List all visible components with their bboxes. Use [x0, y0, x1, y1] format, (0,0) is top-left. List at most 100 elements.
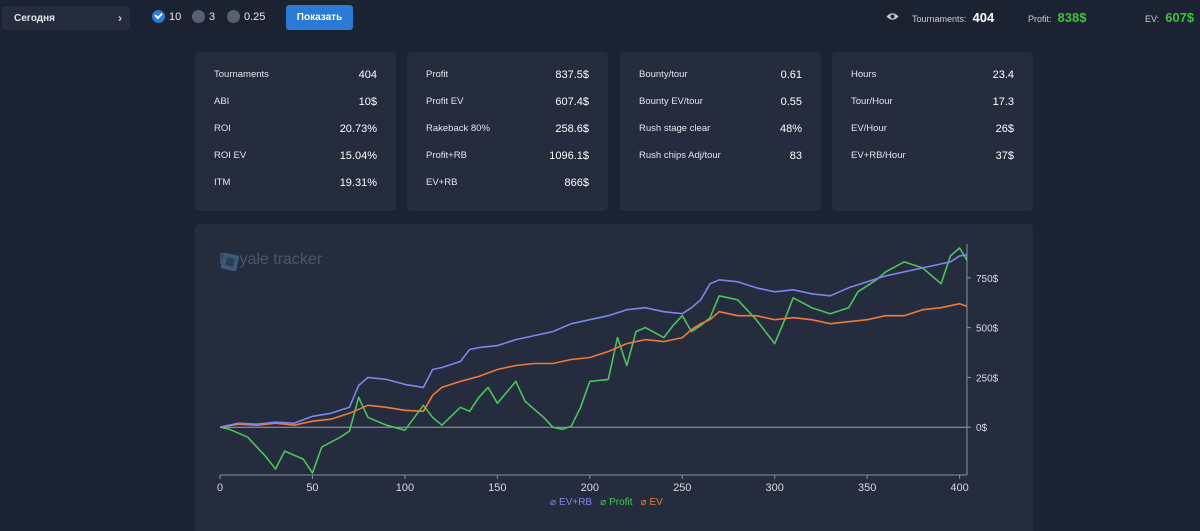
- stat-value: 837.5$: [555, 69, 589, 81]
- header-ev-label: EV:: [1145, 14, 1160, 24]
- stats-card-profit: Profit 837.5$ Profit EV 607.4$ Rakeback 80…: [407, 52, 608, 211]
- stat-value: 10$: [358, 96, 377, 108]
- stat-row: ABI 10$: [214, 96, 377, 123]
- legend-item-ev[interactable]: ⌀ EV: [640, 497, 663, 508]
- legend-label: EV: [649, 497, 663, 508]
- header-tournaments-value: 404: [972, 10, 995, 25]
- x-tick-label: 100: [396, 482, 414, 494]
- stat-label: Rush chips Adj/tour: [639, 150, 721, 161]
- stat-row: Bounty/tour 0.61: [639, 69, 802, 96]
- stat-value: 0.55: [780, 96, 802, 108]
- royale-tracker-logo-icon: [220, 252, 240, 272]
- x-tick-label: 150: [488, 482, 506, 494]
- stake-label: 0.25: [244, 10, 266, 23]
- chart-legend: ⌀ EV+RB ⌀ Profit ⌀ EV: [550, 497, 663, 508]
- legend-label: EV+RB: [559, 497, 593, 508]
- stat-value: 15.04%: [339, 150, 377, 162]
- legend-item-profit[interactable]: ⌀ Profit: [600, 497, 633, 508]
- stat-label: Rakeback 80%: [426, 123, 490, 134]
- x-tick-label: 50: [306, 482, 318, 494]
- series-line-profit: [219, 247, 968, 474]
- header-profit-value: 838$: [1057, 10, 1087, 25]
- eye-icon[interactable]: [886, 12, 899, 21]
- stake-label: 3: [209, 10, 216, 23]
- stat-label: Profit: [426, 69, 449, 80]
- stat-value: 0.61: [780, 69, 802, 81]
- stake-label: 10: [169, 10, 182, 23]
- stat-value: 1096.1$: [549, 150, 589, 162]
- series-line-ev-rb: [219, 254, 968, 428]
- stat-row: Profit EV 607.4$: [426, 96, 589, 123]
- stat-value: 23.4: [992, 69, 1014, 81]
- stat-row: EV+RB 866$: [426, 177, 589, 204]
- stat-value: 258.6$: [555, 123, 589, 135]
- y-tick-label: 750$: [976, 274, 999, 285]
- header-profit-label: Profit:: [1028, 14, 1052, 24]
- stat-label: ITM: [214, 177, 231, 188]
- stat-label: Tournaments: [214, 69, 269, 80]
- stat-label: EV+RB/Hour: [851, 150, 906, 161]
- period-selector[interactable]: Сегодня ›: [2, 6, 130, 30]
- header-ev: EV: 607$: [1145, 10, 1194, 25]
- stat-row: Rakeback 80% 258.6$: [426, 123, 589, 150]
- stat-row: Profit 837.5$: [426, 69, 589, 96]
- legend-item-ev-rb[interactable]: ⌀ EV+RB: [550, 497, 593, 508]
- stat-row: Rush chips Adj/tour 83: [639, 150, 802, 177]
- line-chart: 0 50 100 150 200 250 300 350 400 0$ 250$ 500$ 750$: [217, 244, 999, 494]
- y-tick-label: 0$: [976, 423, 988, 434]
- profit-chart-panel: Royale tracker 0 50 100 150 200 250 300 350 400 0…: [195, 224, 1033, 531]
- period-label: Сегодня: [14, 12, 56, 24]
- stat-row: Profit+RB 1096.1$: [426, 150, 589, 177]
- stat-value: 48%: [779, 123, 802, 135]
- stat-value: 20.73%: [339, 123, 377, 135]
- series-line-ev: [219, 302, 968, 428]
- stake-checkbox-0-25[interactable]: 0.25: [227, 10, 265, 23]
- legend-label: Profit: [609, 497, 633, 508]
- stat-label: Bounty EV/tour: [639, 96, 703, 107]
- stats-card-hours: Hours 23.4 Tour/Hour 17.3 EV/Hour 26$ EV+RB…: [832, 52, 1033, 211]
- checkbox-unchecked-icon: [192, 10, 205, 23]
- checkbox-checked-icon: [152, 10, 165, 23]
- header-tournaments: Tournaments: 404: [912, 10, 994, 25]
- stake-checkbox-3[interactable]: 3: [192, 10, 215, 23]
- stat-value: 866$: [564, 177, 589, 189]
- x-tick-label: 0: [217, 482, 223, 494]
- checkbox-unchecked-icon: [227, 10, 240, 23]
- stat-label: ABI: [214, 96, 230, 107]
- stat-value: 19.31%: [339, 177, 377, 189]
- y-tick-label: 250$: [976, 373, 999, 384]
- stat-label: ROI: [214, 123, 231, 134]
- stat-row: Tour/Hour 17.3: [851, 96, 1014, 123]
- stat-value: 17.3: [992, 96, 1014, 108]
- stat-label: Bounty/tour: [639, 69, 688, 80]
- stat-row: ROI 20.73%: [214, 123, 377, 150]
- chevron-right-icon: ›: [118, 11, 122, 25]
- stat-label: Hours: [851, 69, 877, 80]
- x-tick-label: 350: [858, 482, 876, 494]
- x-tick-label: 250: [673, 482, 691, 494]
- stat-row: EV/Hour 26$: [851, 123, 1014, 150]
- header-ev-value: 607$: [1165, 10, 1195, 25]
- stat-label: Profit+RB: [426, 150, 467, 161]
- stat-label: Tour/Hour: [851, 96, 893, 107]
- stat-label: Profit EV: [426, 96, 464, 107]
- watermark: Royale tracker: [219, 251, 323, 272]
- stats-card-tournaments: Tournaments 404 ABI 10$ ROI 20.73% ROI EV 15…: [195, 52, 396, 211]
- header-profit: Profit: 838$: [1028, 10, 1086, 25]
- y-tick-label: 500$: [976, 324, 999, 335]
- stats-card-bounty: Bounty/tour 0.61 Bounty EV/tour 0.55 Rush …: [620, 52, 821, 211]
- stake-checkbox-10[interactable]: 10: [152, 10, 181, 23]
- header-tournaments-label: Tournaments:: [912, 14, 967, 24]
- stat-value: 26$: [995, 123, 1014, 135]
- x-tick-label: 200: [581, 482, 599, 494]
- watermark-text: Royale tracker: [219, 251, 323, 268]
- stat-row: ITM 19.31%: [214, 177, 377, 204]
- stat-label: ROI EV: [214, 150, 247, 161]
- x-tick-label: 400: [950, 482, 968, 494]
- stat-label: EV+RB: [426, 177, 458, 188]
- x-tick-label: 300: [766, 482, 784, 494]
- show-button[interactable]: Показать: [286, 5, 353, 30]
- stat-label: EV/Hour: [851, 123, 887, 134]
- stat-label: Rush stage clear: [639, 123, 711, 134]
- stat-row: Bounty EV/tour 0.55: [639, 96, 802, 123]
